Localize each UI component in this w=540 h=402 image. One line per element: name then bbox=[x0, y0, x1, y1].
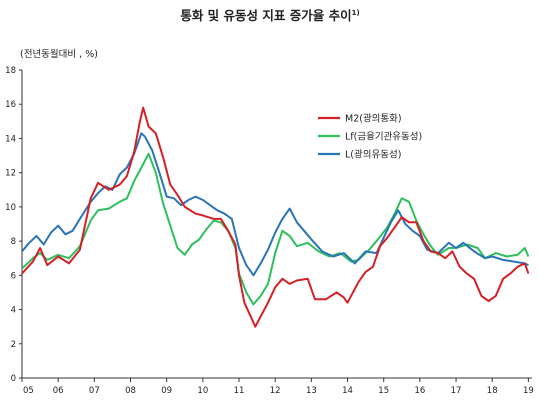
y-unit-label: (전년동월대비 , %) bbox=[20, 48, 98, 60]
axes bbox=[21, 70, 532, 379]
x-tick-label: 15 bbox=[378, 386, 389, 396]
x-tick-label: 12 bbox=[270, 386, 281, 396]
series-line-0 bbox=[21, 106, 530, 328]
legend-label: L(광의유동성) bbox=[345, 149, 401, 161]
x-tick-label: 19 bbox=[523, 386, 534, 396]
y-tick-label: 0 bbox=[11, 374, 16, 384]
x-tick-label: 08 bbox=[125, 386, 136, 396]
x-tick-labels: 05 06 07 08 09 10 11 12 13 14 15 16 17 18 19 bbox=[21, 378, 534, 396]
legend: M2(광의통화) Lf(금융기관유동성) L(광의유동성) bbox=[318, 113, 422, 161]
y-tick-label: 4 bbox=[11, 306, 16, 316]
x-tick-label: 09 bbox=[161, 386, 172, 396]
x-tick-label: 14 bbox=[342, 386, 353, 396]
x-tick-label: 18 bbox=[487, 386, 498, 396]
y-tick-label: 14 bbox=[5, 134, 16, 144]
x-tick-label: 11 bbox=[234, 386, 245, 396]
y-tick-label: 16 bbox=[5, 100, 16, 110]
x-tick-label: 07 bbox=[89, 386, 100, 396]
legend-label: M2(광의통화) bbox=[345, 113, 402, 125]
y-tick-label: 18 bbox=[5, 66, 16, 76]
x-tick-label: 10 bbox=[197, 386, 208, 396]
x-tick-label: 16 bbox=[414, 386, 425, 396]
x-tick-label: 06 bbox=[53, 386, 64, 396]
series-lines bbox=[21, 106, 530, 328]
series-line-1 bbox=[21, 152, 530, 306]
y-tick-label: 12 bbox=[5, 169, 16, 179]
y-tick-labels: 0 2 4 6 8 10 12 14 16 18 bbox=[5, 66, 22, 384]
y-tick-label: 8 bbox=[11, 237, 16, 247]
legend-label: Lf(금융기관유동성) bbox=[345, 132, 422, 143]
x-tick-label: 05 bbox=[23, 386, 34, 396]
x-tick-label: 17 bbox=[451, 386, 462, 396]
y-tick-label: 10 bbox=[5, 203, 16, 213]
y-tick-label: 2 bbox=[11, 340, 16, 350]
chart-title: 통화 및 유동성 지표 증가율 추이1) bbox=[0, 5, 540, 24]
chart-title-text: 통화 및 유동성 지표 증가율 추이 bbox=[180, 8, 352, 23]
chart-title-footnote: 1) bbox=[351, 8, 360, 17]
y-tick-label: 6 bbox=[11, 271, 16, 281]
x-tick-label: 13 bbox=[306, 386, 317, 396]
